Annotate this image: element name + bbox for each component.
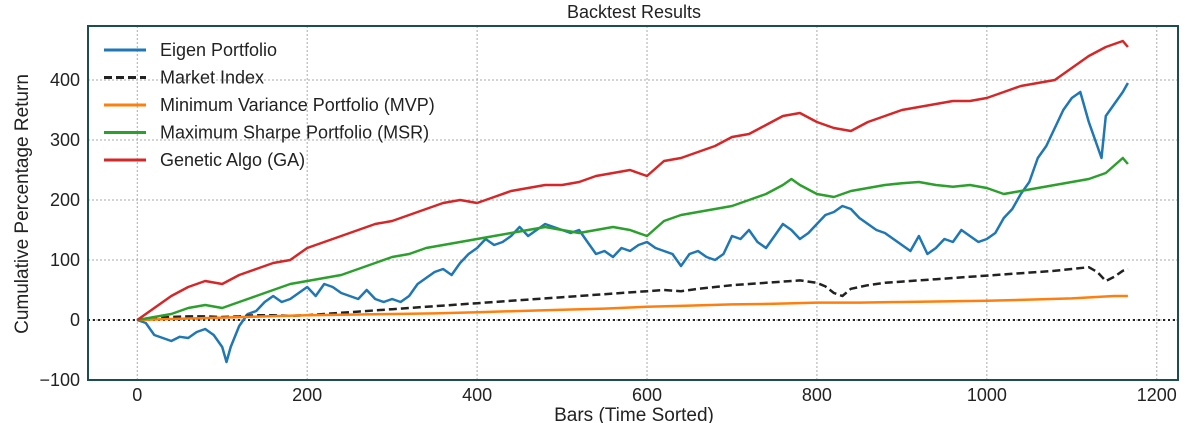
x-tick-label: 800 <box>802 385 832 405</box>
x-tick-label: 400 <box>462 385 492 405</box>
x-axis-ticks: 0 200 400 600 800 1000 1200 <box>132 385 1177 405</box>
series-line <box>137 156 1129 322</box>
y-axis-label: Cumulative Percentage Return <box>12 74 33 334</box>
y-tick-label: 200 <box>50 190 80 210</box>
series-line <box>137 265 1129 322</box>
y-axis-ticks: −100 0 100 200 300 400 <box>39 70 80 390</box>
legend-label: Genetic Algo (GA) <box>160 150 305 170</box>
chart-title: Backtest Results <box>567 2 701 22</box>
series-line <box>137 294 1128 322</box>
x-tick-label: 0 <box>132 385 142 405</box>
legend: Eigen Portfolio Market Index Minimum Varia… <box>104 40 435 170</box>
series-line <box>136 39 1129 322</box>
series-line <box>136 82 1129 364</box>
x-axis-label: Bars (Time Sorted) <box>554 405 714 423</box>
x-tick-label: 600 <box>632 385 662 405</box>
y-tick-label: 0 <box>70 310 80 330</box>
y-tick-label: −100 <box>39 370 80 390</box>
legend-label: Maximum Sharpe Portfolio (MSR) <box>160 123 429 143</box>
x-tick-label: 1200 <box>1137 385 1177 405</box>
legend-label: Eigen Portfolio <box>160 40 277 60</box>
y-tick-label: 100 <box>50 250 80 270</box>
legend-label: Market Index <box>160 68 264 88</box>
y-tick-label: 300 <box>50 130 80 150</box>
x-tick-label: 1000 <box>967 385 1007 405</box>
y-tick-label: 400 <box>50 70 80 90</box>
legend-label: Minimum Variance Portfolio (MVP) <box>160 95 435 115</box>
series-lines <box>136 39 1129 364</box>
x-tick-label: 200 <box>292 385 322 405</box>
plot-frame <box>87 25 1179 381</box>
